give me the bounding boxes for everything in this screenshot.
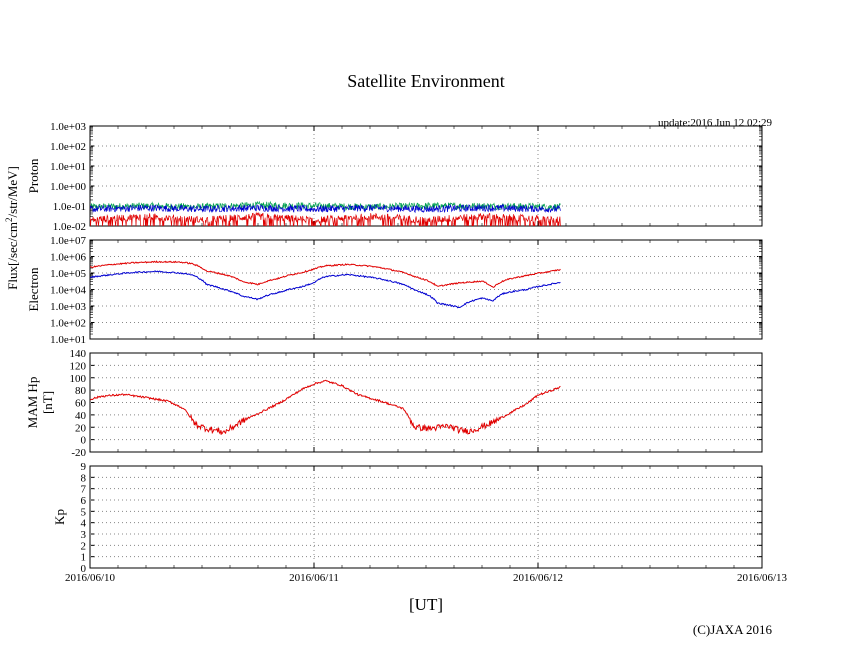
x-axis-label: [UT] xyxy=(409,595,443,614)
y-tick-label: 1.0e+03 xyxy=(50,121,86,133)
y-tick-label: 0 xyxy=(81,563,87,575)
series-electron-red xyxy=(90,260,561,288)
panel-ylabel: MAM Hp xyxy=(25,377,40,429)
y-tick-label: 1.0e+02 xyxy=(50,318,86,330)
y-tick-label: 1.0e-02 xyxy=(53,221,86,233)
series-proton-green xyxy=(90,200,561,212)
y-tick-label: 5 xyxy=(81,506,87,518)
y-tick-label: 140 xyxy=(70,348,87,360)
y-tick-label: 60 xyxy=(75,398,87,410)
x-tick-label: 2016/06/12 xyxy=(513,572,563,584)
y-tick-label: 80 xyxy=(75,385,87,397)
panel-proton: 1.0e-02 1.0e-01 1.0e+00 1.0e+01 1.0e+02 1.0e+… xyxy=(26,121,763,233)
y-tick-label: 1.0e+03 xyxy=(50,301,86,313)
y-tick-label: 3 xyxy=(81,529,87,541)
y-tick-label: 1.0e+01 xyxy=(50,161,86,173)
panel-ylabel: [nT] xyxy=(40,391,55,414)
x-tick-label: 2016/06/13 xyxy=(737,572,788,584)
y-tick-label: 1.0e+06 xyxy=(50,252,86,264)
y-tick-label: 1.0e+02 xyxy=(50,141,86,153)
y-tick-label: 100 xyxy=(70,373,87,385)
series-proton-blue xyxy=(90,203,561,214)
y-tick-label: 6 xyxy=(81,495,87,507)
update-timestamp: update:2016 Jun 12 02:29 xyxy=(658,117,772,129)
y-tick-label: 120 xyxy=(70,360,87,372)
y-tick-label: 1.0e+05 xyxy=(50,268,86,280)
y-tick-label: 2 xyxy=(81,540,87,552)
y-tick-label: 1.0e+07 xyxy=(50,235,86,247)
panel-electron: 1.0e+01 1.0e+02 1.0e+03 1.0e+04 1.0e+05 1.0e+… xyxy=(26,235,763,346)
panel-frame xyxy=(89,465,763,569)
shared-flux-ylabel: Flux[/sec/cm2/str/MeV] xyxy=(4,166,20,290)
y-tick-label: 1.0e+01 xyxy=(50,334,86,346)
x-tick-label: 2016/06/11 xyxy=(289,572,339,584)
y-tick-label: 1.0e+04 xyxy=(50,285,86,297)
series-hp-red xyxy=(90,379,561,436)
y-tick-label: 7 xyxy=(81,484,87,496)
panel-ylabel: Proton xyxy=(26,158,41,193)
panel-ylabel: Kp xyxy=(52,509,67,525)
copyright: (C)JAXA 2016 xyxy=(693,622,773,637)
series-electron-blue xyxy=(90,270,561,309)
panel-ylabel: Electron xyxy=(26,267,41,312)
y-tick-label: -20 xyxy=(71,447,86,459)
y-tick-label: 1 xyxy=(81,552,87,564)
x-tick-label: 2016/06/10 xyxy=(65,572,116,584)
chart-title: Satellite Environment xyxy=(347,71,504,91)
y-tick-label: 20 xyxy=(75,422,87,434)
series-proton-red xyxy=(90,211,561,226)
y-tick-label: 1.0e+00 xyxy=(50,181,86,193)
y-tick-label: 4 xyxy=(81,518,87,530)
y-tick-label: 8 xyxy=(81,472,87,484)
y-tick-label: 40 xyxy=(75,410,87,422)
panel-frame xyxy=(89,125,763,227)
y-tick-label: 9 xyxy=(81,461,87,473)
y-tick-label: 0 xyxy=(81,435,87,447)
y-tick-label: 1.0e-01 xyxy=(53,201,86,213)
